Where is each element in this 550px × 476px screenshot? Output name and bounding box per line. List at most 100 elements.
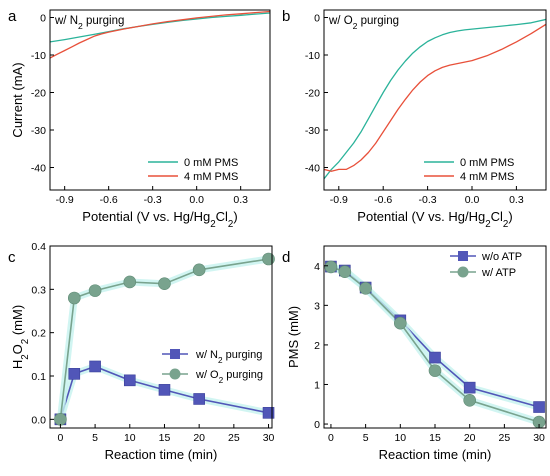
- data-point: [123, 374, 136, 387]
- data-point: [428, 364, 442, 377]
- annotation-label: w/ N2 purging: [54, 15, 124, 31]
- y-axis-label: H2O2 (mM): [10, 305, 31, 369]
- x-tick-label: 0.3: [509, 194, 524, 206]
- legend: w/o ATP w/ ATP: [450, 251, 522, 279]
- legend-marker: [170, 349, 180, 359]
- panel-label: a: [8, 8, 17, 25]
- data-point: [338, 265, 352, 279]
- legend-label: w/o ATP: [481, 251, 522, 263]
- annotation-label: w/ O2 purging: [328, 15, 399, 31]
- data-point: [193, 393, 205, 405]
- panel-b: b -0.9 -0.6 -0.3 0.0 0.3 0 -10 -20 -30 -40 Potentia…: [282, 8, 547, 230]
- series-line-0: [324, 18, 546, 180]
- data-point: [192, 263, 206, 277]
- data-point: [89, 360, 101, 373]
- data-point: [158, 384, 171, 396]
- y-tick-label: -30: [31, 125, 46, 137]
- y-axis-label: Current (mA): [10, 62, 25, 137]
- data-point: [463, 381, 476, 394]
- panel-d: d 0 5 10 15 20 25 30 0 1 2 3 4 Reaction time (min) PMS…: [282, 245, 547, 462]
- x-tick-label: 15: [159, 432, 171, 444]
- data-point: [67, 291, 81, 305]
- y-tick-label: 1: [314, 379, 320, 391]
- y-axis-label: PMS (mM): [286, 306, 301, 368]
- y-tick-label: -40: [305, 163, 320, 175]
- data-point: [359, 282, 372, 295]
- plot-frame: [323, 9, 547, 191]
- series-line-1: [324, 23, 546, 172]
- legend-label: w/ O2 purging: [195, 369, 263, 385]
- y-tick-label: 4: [314, 261, 320, 273]
- x-tick-label: 25: [228, 432, 240, 444]
- legend-label: w/ N2 purging: [195, 349, 262, 365]
- data-point: [158, 277, 171, 291]
- y-tick-label: 0: [314, 13, 320, 25]
- x-axis-label: Reaction time (min): [105, 447, 218, 462]
- legend-marker: [458, 251, 468, 261]
- x-tick-label: -0.6: [374, 194, 392, 206]
- panel-c: c 0 5 10 15 20 25 30 0.0 0.1 0.2 0.3 0.4 Reaction tim…: [8, 241, 275, 462]
- x-tick-label: -0.3: [144, 194, 162, 206]
- y-tick-label: 0: [40, 13, 46, 25]
- x-tick-label: -0.9: [330, 194, 348, 206]
- legend-label: 4 mM PMS: [184, 171, 238, 183]
- y-tick-label: 0.2: [31, 328, 46, 340]
- plot-frame: [49, 245, 273, 429]
- x-tick-label: 30: [263, 432, 275, 444]
- y-tick-label: -30: [305, 125, 320, 137]
- x-axis-label: Potential (V vs. Hg/Hg2Cl2): [357, 209, 512, 230]
- legend: 0 mM PMS 4 mM PMS: [424, 157, 514, 183]
- y-tick-label: 2: [314, 340, 320, 352]
- data-point: [54, 413, 67, 426]
- data-point: [68, 368, 81, 380]
- y-tick-label: -40: [31, 163, 46, 175]
- x-tick-label: 25: [499, 432, 511, 444]
- x-tick-label: 30: [533, 432, 545, 444]
- y-tick-label: -20: [305, 88, 320, 100]
- y-tick-label: -20: [31, 88, 46, 100]
- x-tick-label: 20: [464, 432, 476, 444]
- series-line-1: [50, 10, 270, 59]
- legend-marker: [457, 266, 469, 278]
- y-tick-label: 0.4: [31, 241, 46, 253]
- y-tick-label: 0.0: [31, 414, 46, 426]
- x-tick-label: 0: [57, 432, 63, 444]
- data-point: [394, 316, 407, 330]
- plot-frame: [49, 9, 271, 191]
- x-tick-label: -0.9: [56, 194, 74, 206]
- panel-a: a -0.9 -0.6 -0.3 0.0 0.3 0 -10 -20 -30 -40 Potentia…: [8, 8, 271, 230]
- x-tick-label: 0: [328, 432, 334, 444]
- data-point: [88, 284, 102, 297]
- series-group: [50, 10, 270, 59]
- data-point: [463, 394, 476, 407]
- x-tick-label: 10: [394, 432, 406, 444]
- x-tick-label: 10: [124, 432, 136, 444]
- y-tick-label: 0: [314, 419, 320, 431]
- legend-label: w/ ATP: [481, 267, 516, 279]
- panel-label: b: [282, 8, 290, 25]
- panel-label: d: [282, 249, 290, 266]
- x-tick-label: 0.0: [465, 194, 480, 206]
- x-tick-label: -0.3: [419, 194, 437, 206]
- legend: 0 mM PMS 4 mM PMS: [148, 157, 238, 183]
- x-axis-label: Reaction time (min): [379, 447, 492, 462]
- series-group: [324, 18, 546, 180]
- x-tick-label: 0.0: [189, 194, 204, 206]
- data-point: [324, 260, 338, 274]
- x-axis-label: Potential (V vs. Hg/Hg2Cl2): [82, 209, 237, 230]
- x-tick-label: 20: [193, 432, 205, 444]
- x-tick-label: 0.3: [233, 194, 248, 206]
- legend: w/ N2 purging w/ O2 purging: [162, 349, 263, 385]
- x-tick-label: 5: [92, 432, 98, 444]
- data-point: [533, 401, 545, 413]
- y-tick-label: 3: [314, 300, 320, 312]
- y-tick-label: 0.3: [31, 284, 46, 296]
- data-point: [429, 351, 441, 364]
- legend-marker: [169, 368, 181, 380]
- x-tick-label: 15: [429, 432, 441, 444]
- x-tick-label: -0.6: [100, 194, 118, 206]
- x-tick-label: 5: [363, 432, 369, 444]
- data-point: [262, 252, 275, 266]
- data-point: [123, 275, 137, 289]
